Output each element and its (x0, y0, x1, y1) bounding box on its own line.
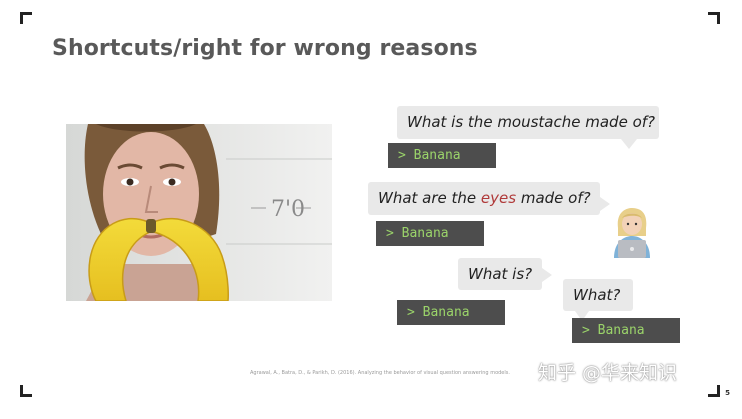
page-number: 5 (725, 389, 730, 397)
question-text: What is the moustache made of? (407, 113, 655, 131)
bubble-tail (575, 311, 589, 321)
bubble-tail (542, 268, 552, 282)
question-bubble-what: What? (563, 279, 633, 321)
question-bubble-moustache: What is the moustache made of? (397, 106, 659, 149)
watermark: 知乎 @华来知识 (538, 362, 678, 384)
question-text-end: made of? (516, 189, 591, 207)
banana-moustache-photo: 7'0 (66, 124, 332, 301)
photo-illustration: 7'0 (66, 124, 332, 301)
answer-box: > Banana (572, 318, 680, 343)
question-text: What? (573, 286, 621, 304)
bubble-tail (621, 139, 637, 149)
citation: Agrawal, A., Batra, D., & Parikh, D. (20… (250, 370, 510, 376)
bubble-tail (600, 197, 610, 211)
question-text: What is? (468, 265, 533, 283)
wall-height-marker: 7'0 (271, 197, 305, 222)
person-with-laptop-icon (608, 206, 656, 258)
question-bubble-what-is: What is? (458, 258, 552, 290)
answer-box: > Banana (376, 221, 484, 246)
question-highlight-eyes: eyes (480, 189, 517, 207)
answer-box: > Banana (397, 300, 505, 325)
slide-corner-bottom-left (20, 385, 32, 397)
answer-box: > Banana (388, 143, 496, 168)
slide-title: Shortcuts/right for wrong reasons (52, 36, 478, 61)
slide-corner-top-left (20, 12, 32, 24)
slide-corner-bottom-right (708, 385, 720, 397)
question-text-start: What are the (378, 189, 481, 207)
slide-corner-top-right (708, 12, 720, 24)
question-bubble-eyes: What are the eyes made of? (368, 182, 610, 215)
